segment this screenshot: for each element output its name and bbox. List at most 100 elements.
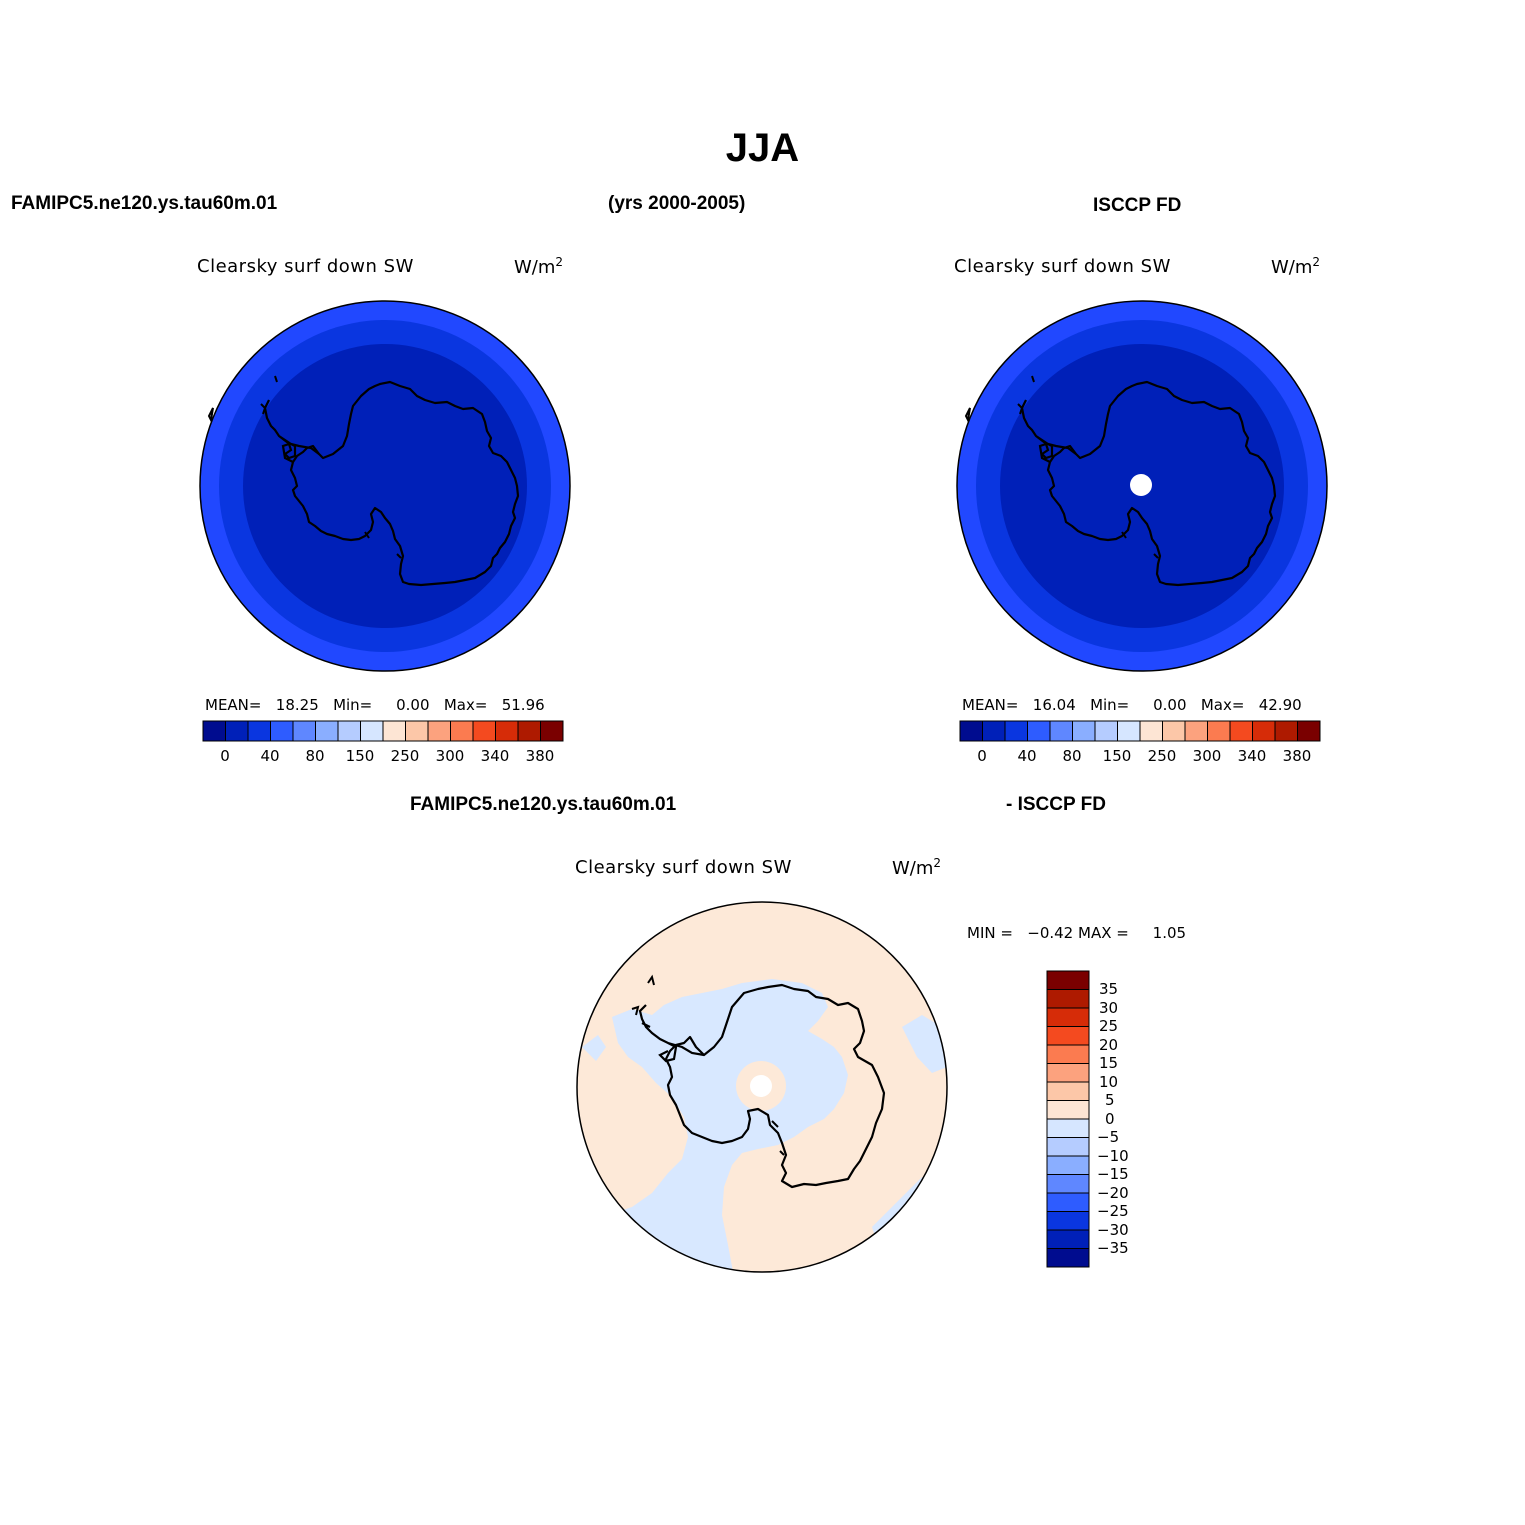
model-colorbar	[202, 720, 564, 742]
inner-ring	[243, 344, 527, 628]
model-map-border	[199, 300, 571, 672]
diff-map-border	[576, 901, 948, 1273]
cb-tick: 80	[305, 747, 325, 765]
obs-panel-units: W/m2	[1271, 255, 1321, 278]
colorbar-swatch	[1046, 1118, 1090, 1138]
colorbar-swatch	[1027, 720, 1051, 742]
colorbar-swatch	[270, 720, 294, 742]
colorbar-swatch	[517, 720, 541, 742]
cb-tick: 30	[1099, 999, 1119, 1017]
cb-tick: 35	[1099, 980, 1119, 998]
diff-obs-header: - ISCCP FD	[1006, 794, 1106, 815]
diff-colorbar-labels: 35 30 25 20 15 10 5 0 −5 −10 −15 −20 −25…	[1093, 970, 1153, 1270]
cb-tick: 25	[1099, 1017, 1119, 1035]
cb-tick: −35	[1097, 1239, 1129, 1257]
colorbar-swatch	[1139, 720, 1163, 742]
antarctica-coastline	[1046, 380, 1277, 587]
colorbar-swatch	[1046, 1155, 1090, 1175]
cb-tick: 0	[977, 747, 987, 765]
colorbar-swatch	[1162, 720, 1186, 742]
antarctic-peninsula	[638, 1004, 705, 1063]
antarctica-coastline	[289, 380, 520, 587]
colorbar-swatch	[1094, 720, 1118, 742]
model-stats: MEAN= 18.25 Min= 0.00 Max= 51.96	[205, 696, 545, 714]
colorbar-swatch	[1252, 720, 1276, 742]
colorbar-swatch	[405, 720, 429, 742]
model-panel-title: Clearsky surf down SW	[197, 256, 414, 277]
page-title: JJA	[725, 126, 800, 170]
cb-tick: 380	[1282, 747, 1312, 765]
colorbar-swatch	[959, 720, 983, 742]
colorbar-swatch	[315, 720, 339, 742]
obs-stats: MEAN= 16.04 Min= 0.00 Max= 42.90	[962, 696, 1302, 714]
colorbar-swatch	[1229, 720, 1253, 742]
antarctic-peninsula	[1020, 399, 1077, 463]
antarctica-coastline	[664, 983, 886, 1189]
cb-tick: 10	[1099, 1073, 1119, 1091]
obs-panel-title: Clearsky surf down SW	[954, 256, 1171, 277]
cb-tick: −25	[1097, 1202, 1129, 1220]
diff-panel-title: Clearsky surf down SW	[575, 857, 792, 878]
colorbar-swatch	[1049, 720, 1073, 742]
colorbar-swatch	[247, 720, 271, 742]
diff-polar-map	[576, 901, 948, 1273]
pole-missing-data-hole	[750, 1075, 772, 1097]
cb-tick: −5	[1097, 1128, 1120, 1146]
model-colorbar-labels: 0 40 80 150 250 300 340 380	[203, 747, 563, 767]
cb-tick: 380	[525, 747, 555, 765]
model-panel-units: W/m2	[514, 255, 564, 278]
cb-tick: 340	[480, 747, 510, 765]
model-case-header: FAMIPC5.ne120.ys.tau60m.01	[11, 193, 278, 214]
colorbar-swatch	[427, 720, 451, 742]
diff-negative-patch	[902, 1015, 947, 1073]
cb-tick: −30	[1097, 1221, 1129, 1239]
cb-tick: −10	[1097, 1147, 1129, 1165]
diff-colorbar	[1046, 970, 1090, 1268]
obs-colorbar-labels: 0 40 80 150 250 300 340 380	[960, 747, 1320, 767]
colorbar-swatch	[1184, 720, 1208, 742]
cb-tick: 300	[1192, 747, 1222, 765]
colorbar-swatch	[1046, 1192, 1090, 1212]
model-polar-map	[199, 300, 571, 672]
colorbar-swatch	[1117, 720, 1141, 742]
colorbar-swatch	[1046, 1063, 1090, 1083]
cb-tick: −15	[1097, 1165, 1129, 1183]
diff-panel-units: W/m2	[892, 856, 942, 879]
colorbar-swatch	[1004, 720, 1028, 742]
cb-tick: 40	[260, 747, 280, 765]
colorbar-swatch	[540, 720, 564, 742]
pole-missing-data-hole	[1130, 474, 1152, 496]
cb-tick: 300	[435, 747, 465, 765]
colorbar-swatch	[1046, 1137, 1090, 1157]
cb-tick: 0	[1105, 1110, 1115, 1128]
colorbar-swatch	[1046, 1044, 1090, 1064]
diff-negative-patch	[582, 1035, 606, 1061]
colorbar-swatch	[1207, 720, 1231, 742]
colorbar-swatch	[382, 720, 406, 742]
colorbar-swatch	[1046, 970, 1090, 990]
colorbar-swatch	[292, 720, 316, 742]
obs-header: ISCCP FD	[1093, 195, 1182, 216]
cb-tick: 150	[345, 747, 375, 765]
colorbar-swatch	[225, 720, 249, 742]
cb-tick: 40	[1017, 747, 1037, 765]
colorbar-swatch	[495, 720, 519, 742]
cb-tick: 0	[220, 747, 230, 765]
colorbar-swatch	[1046, 1026, 1090, 1046]
years-header: (yrs 2000-2005)	[608, 193, 746, 214]
colorbar-swatch	[1046, 989, 1090, 1009]
colorbar-swatch	[202, 720, 226, 742]
cb-tick: 250	[1147, 747, 1177, 765]
cb-tick: 5	[1105, 1091, 1115, 1109]
cb-tick: 20	[1099, 1036, 1119, 1054]
colorbar-swatch	[1072, 720, 1096, 742]
obs-polar-map	[956, 300, 1328, 672]
colorbar-swatch	[1046, 1248, 1090, 1268]
colorbar-swatch	[1046, 1174, 1090, 1194]
colorbar-swatch	[472, 720, 496, 742]
diff-stats: MIN = −0.42 MAX = 1.05	[967, 924, 1187, 942]
colorbar-swatch	[360, 720, 384, 742]
cb-tick: 15	[1099, 1054, 1119, 1072]
colorbar-swatch	[982, 720, 1006, 742]
cb-tick: 150	[1102, 747, 1132, 765]
